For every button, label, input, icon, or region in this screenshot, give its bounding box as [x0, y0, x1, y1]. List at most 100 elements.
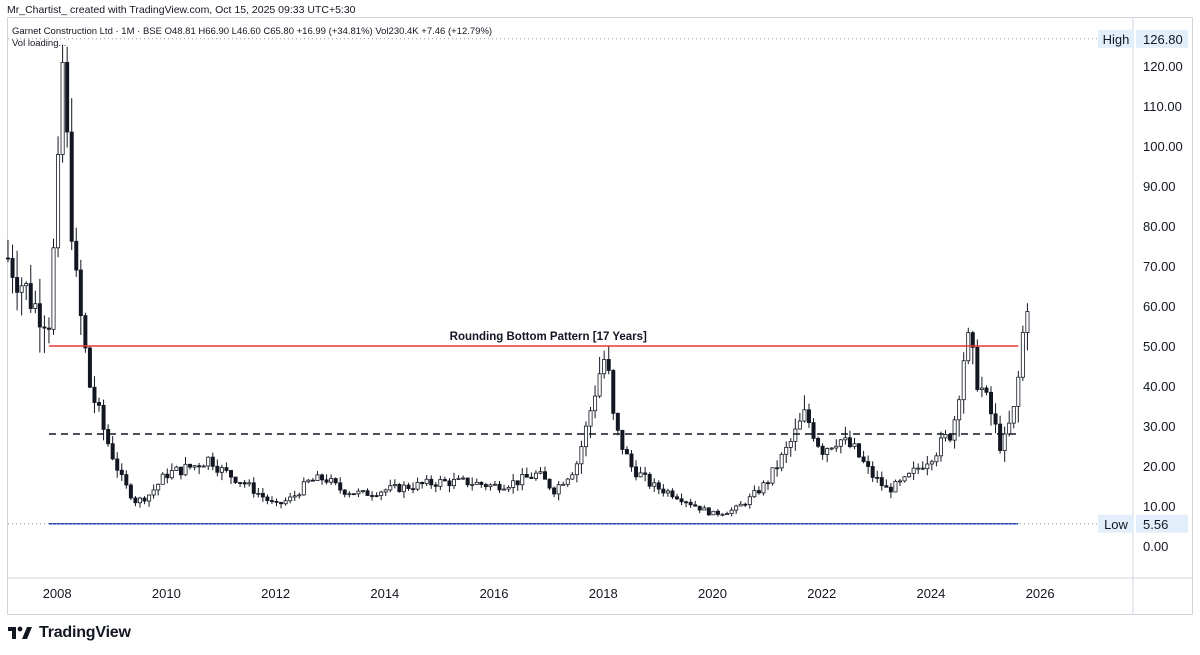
candle-up — [957, 399, 962, 421]
candle-up — [33, 303, 38, 309]
candle-up — [734, 505, 739, 511]
candle-up — [392, 484, 397, 487]
candle-up — [506, 487, 511, 490]
candle-up — [388, 485, 393, 491]
candle-down — [989, 391, 994, 415]
candle-up — [538, 471, 543, 474]
candle-up — [492, 483, 497, 486]
candle-down — [866, 461, 871, 467]
candle-down — [884, 485, 889, 488]
candle-up — [256, 492, 261, 495]
candle-up — [1002, 433, 1007, 451]
candle-up — [1011, 406, 1016, 424]
candle-up — [897, 480, 902, 483]
candle-up — [137, 497, 142, 504]
candle-down — [615, 412, 620, 431]
candle-up — [579, 446, 584, 465]
candle-up — [838, 439, 843, 447]
candle-down — [274, 500, 279, 503]
candle-up — [565, 478, 570, 485]
candle-down — [215, 465, 220, 473]
candle-up — [602, 359, 607, 375]
candle-down — [279, 501, 284, 505]
candle-up — [297, 494, 302, 497]
candle-up — [329, 478, 334, 483]
candle-up — [283, 500, 288, 505]
candle-up — [747, 496, 752, 506]
candle-down — [42, 326, 47, 329]
candle-up — [938, 437, 943, 457]
candle-up — [893, 480, 898, 493]
chart-frame — [7, 17, 1193, 615]
candle-up — [702, 507, 707, 511]
candle-up — [456, 477, 461, 480]
candle-down — [993, 413, 998, 425]
candle-up — [533, 472, 538, 479]
candle-up — [379, 491, 384, 497]
candle-down — [106, 429, 111, 445]
candle-up — [720, 513, 725, 516]
candle-up — [474, 481, 479, 485]
y-tick-label: 100.00 — [1143, 139, 1183, 154]
candle-up — [360, 490, 365, 493]
candle-down — [87, 347, 92, 388]
low-value: 5.56 — [1143, 517, 1168, 532]
candle-up — [752, 490, 757, 498]
candle-down — [679, 498, 684, 503]
candle-up — [574, 463, 579, 476]
candle-down — [875, 477, 880, 479]
candle-up — [902, 476, 907, 482]
candle-down — [188, 463, 193, 468]
candle-up — [916, 467, 921, 470]
candle-up — [288, 496, 293, 502]
candle-down — [351, 493, 356, 496]
candle-up — [424, 478, 429, 485]
candle-down — [656, 482, 661, 490]
x-tick-label: 2012 — [261, 586, 290, 601]
candle-up — [652, 482, 657, 487]
candle-up — [56, 154, 61, 249]
candle-down — [688, 501, 693, 506]
x-tick-label: 2026 — [1026, 586, 1055, 601]
candle-down — [142, 497, 147, 502]
x-tick-label: 2008 — [43, 586, 72, 601]
candle-down — [870, 466, 875, 478]
candle-down — [879, 477, 884, 487]
candle-down — [128, 484, 133, 499]
candle-down — [197, 465, 202, 468]
candle-up — [638, 472, 643, 478]
candle-down — [229, 470, 233, 478]
candle-down — [970, 332, 975, 348]
candle-down — [920, 467, 925, 470]
candle-up — [160, 473, 165, 485]
y-tick-label: 120.00 — [1143, 59, 1183, 74]
candle-down — [624, 449, 629, 455]
candle-down — [998, 423, 1003, 451]
candle-up — [961, 360, 966, 401]
y-tick-label: 110.00 — [1143, 99, 1182, 114]
x-tick-label: 2014 — [370, 586, 399, 601]
candle-up — [24, 283, 29, 287]
candle-down — [693, 504, 698, 507]
candle-down — [529, 476, 534, 479]
candle-down — [110, 443, 115, 460]
candle-up — [219, 467, 224, 473]
x-tick-label: 2018 — [589, 586, 618, 601]
attribution-text: Mr_Chartist_ created with TradingView.co… — [7, 4, 356, 16]
candle-down — [497, 483, 502, 491]
tradingview-brand-text: TradingView — [39, 624, 131, 641]
candle-down — [28, 283, 33, 309]
candle-down — [479, 481, 484, 485]
candle-down — [706, 507, 711, 516]
candle-up — [907, 472, 912, 478]
volume-legend: Vol loading... — [12, 38, 67, 49]
tradingview-logo[interactable]: TradingView — [8, 624, 131, 642]
candle-up — [784, 446, 789, 455]
candle-up — [929, 461, 934, 465]
x-tick-label: 2024 — [916, 586, 945, 601]
candle-up — [843, 437, 848, 441]
low-label-bg — [1098, 514, 1134, 533]
candle-down — [124, 474, 129, 486]
y-tick-label: 40.00 — [1143, 379, 1176, 394]
